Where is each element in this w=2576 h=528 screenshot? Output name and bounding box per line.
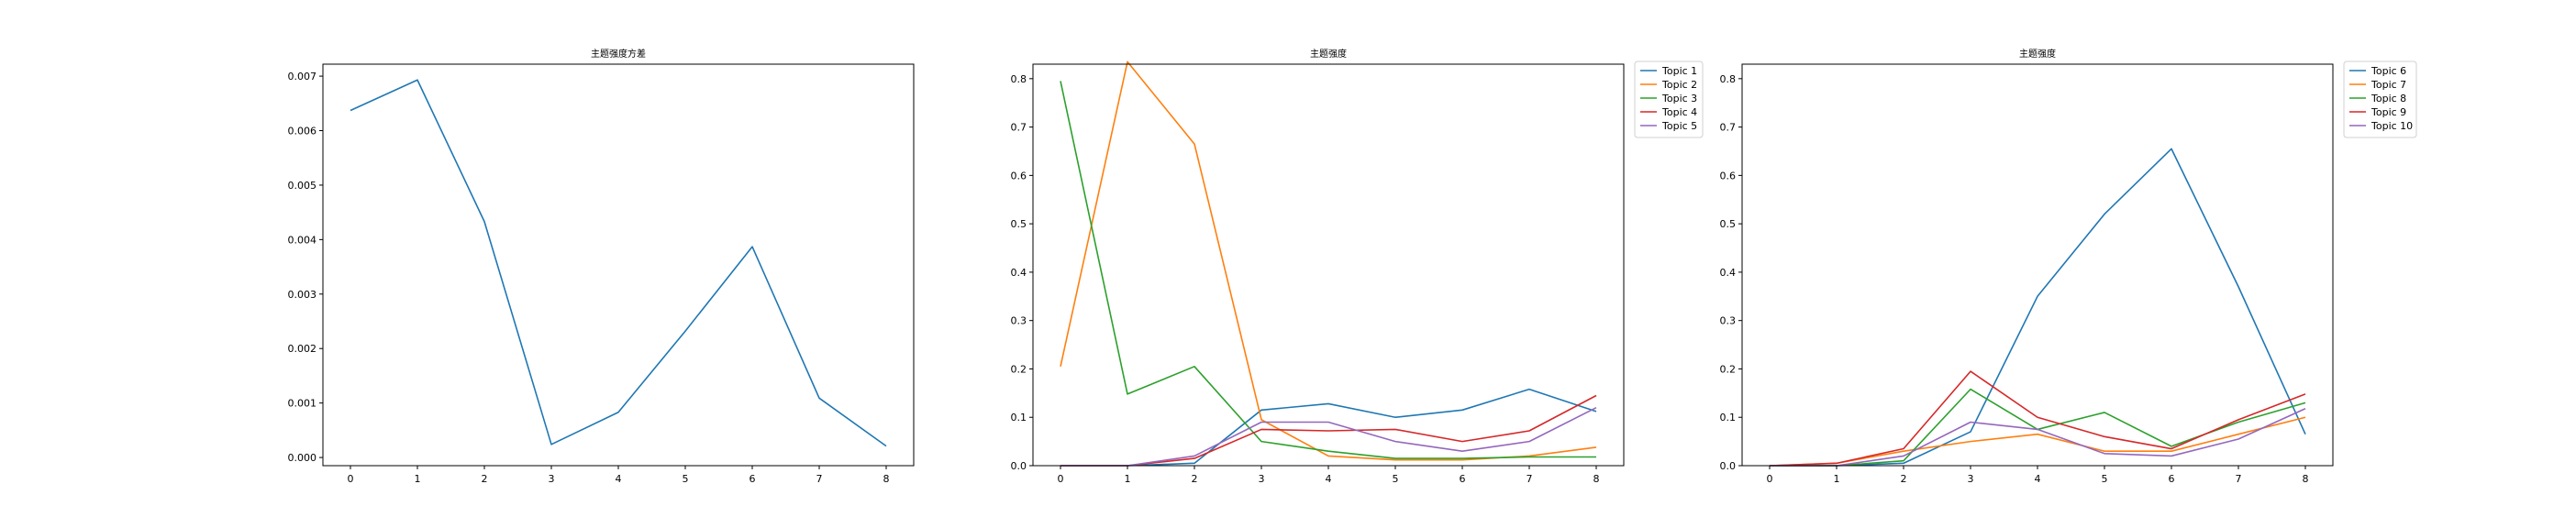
y-tick-label: 0.4 <box>1720 267 1737 279</box>
series-line-4 <box>1060 394 1597 467</box>
legend-label: Topic 6 <box>2371 65 2406 77</box>
legend-label: Topic 10 <box>2371 120 2413 132</box>
chart-title: 主题强度方差 <box>591 48 646 60</box>
x-tick-label: 0 <box>1058 473 1064 485</box>
y-tick-label: 0.1 <box>1011 412 1027 424</box>
y-tick-label: 0.3 <box>1720 315 1737 327</box>
x-tick-label: 0 <box>1767 473 1773 485</box>
y-tick-label: 0.7 <box>1011 122 1027 134</box>
series-line-2 <box>1769 416 2306 467</box>
legend: Topic 1 Topic 2 Topic 3 Topic 4 Topic 5 <box>1634 60 1704 138</box>
legend-label: Topic 1 <box>1661 65 1697 77</box>
series-line-3 <box>1060 81 1596 459</box>
axes-frame <box>1032 63 1625 467</box>
x-tick-label: 5 <box>2102 473 2108 485</box>
y-tick-label: 0.5 <box>1011 218 1027 230</box>
x-tick-label: 6 <box>1460 473 1466 485</box>
chart-title: 主题强度 <box>2019 48 2056 60</box>
y-tick-label: 0.2 <box>1011 363 1027 375</box>
series-line-1 <box>1770 148 2306 467</box>
y-tick-label: 0.1 <box>1720 412 1737 424</box>
y-tick-label: 0.5 <box>1720 218 1737 230</box>
y-tick-label: 0.0 <box>1720 460 1737 472</box>
y-tick-label: 0.000 <box>288 452 317 464</box>
y-tick-label: 0.005 <box>288 180 317 192</box>
x-tick-label: 4 <box>1326 473 1332 485</box>
x-tick-label: 3 <box>1259 473 1265 485</box>
y-tick-label: 0.8 <box>1720 73 1737 85</box>
series-line-2 <box>1060 60 1597 461</box>
x-tick-label: 7 <box>1527 473 1533 485</box>
legend-label: Topic 8 <box>2371 93 2406 104</box>
axes-frame <box>1741 63 2334 467</box>
y-tick-label: 0.6 <box>1011 170 1027 182</box>
chart-title: 主题强度 <box>1310 48 1347 60</box>
legend-box <box>1634 60 1704 138</box>
x-tick-label: 8 <box>2303 473 2309 485</box>
legend-label: Topic 7 <box>2371 79 2406 91</box>
x-tick-label: 6 <box>2169 473 2175 485</box>
x-tick-label: 8 <box>1593 473 1600 485</box>
y-tick-label: 0.2 <box>1720 363 1737 375</box>
x-tick-label: 2 <box>482 473 488 485</box>
series-line-1 <box>350 79 887 447</box>
y-tick-label: 0.003 <box>288 289 317 301</box>
x-tick-label: 4 <box>2035 473 2041 485</box>
x-tick-label: 7 <box>2236 473 2242 485</box>
series-line-5 <box>1770 408 2306 467</box>
chart-3: 主题强度 0 1 2 3 4 5 6 7 8 0.0 0.1 0.2 0.3 0.4 0.5 0.6 0.7 0.8… <box>1720 48 2417 485</box>
x-tick-label: 1 <box>1125 473 1131 485</box>
x-tick-label: 1 <box>415 473 421 485</box>
x-tick-label: 4 <box>616 473 622 485</box>
series-line-5 <box>1060 406 1597 467</box>
series-line-4 <box>1769 370 2306 467</box>
y-tick-label: 0.007 <box>288 71 317 82</box>
x-tick-label: 2 <box>1901 473 1907 485</box>
x-tick-label: 3 <box>549 473 555 485</box>
y-tick-label: 0.001 <box>288 398 317 410</box>
x-tick-label: 2 <box>1192 473 1198 485</box>
x-tick-label: 3 <box>1968 473 1974 485</box>
legend-label: Topic 5 <box>1661 120 1697 132</box>
legend-label: Topic 4 <box>1661 106 1697 118</box>
y-tick-label: 0.004 <box>288 234 317 246</box>
x-tick-label: 0 <box>348 473 354 485</box>
x-tick-label: 6 <box>749 473 756 485</box>
y-tick-label: 0.3 <box>1011 315 1027 327</box>
legend-label: Topic 9 <box>2371 106 2406 118</box>
legend-label: Topic 2 <box>1661 79 1697 91</box>
y-tick-label: 0.4 <box>1011 267 1027 279</box>
x-tick-label: 7 <box>816 473 823 485</box>
y-tick-label: 0.7 <box>1720 122 1737 134</box>
x-tick-label: 8 <box>883 473 890 485</box>
y-tick-label: 0.002 <box>288 343 317 355</box>
axes-frame <box>322 63 915 467</box>
legend: Topic 6 Topic 7 Topic 8 Topic 9 Topic 10 <box>2343 60 2417 138</box>
chart-1: 主题强度方差 0 1 2 3 4 5 6 7 8 0.000 0.001 0.002 0.003 0.004… <box>288 48 915 485</box>
legend-box <box>2343 60 2417 138</box>
y-tick-label: 0.0 <box>1011 460 1027 472</box>
y-tick-label: 0.6 <box>1720 170 1737 182</box>
y-tick-label: 0.8 <box>1011 73 1027 85</box>
x-tick-label: 5 <box>1393 473 1399 485</box>
x-tick-label: 5 <box>683 473 689 485</box>
series-line-3 <box>1770 388 2306 467</box>
x-tick-label: 1 <box>1834 473 1840 485</box>
legend-label: Topic 3 <box>1661 93 1697 104</box>
y-tick-label: 0.006 <box>288 126 317 138</box>
chart-2: 主题强度 0 1 2 3 4 5 6 7 8 0.0 0.1 0.2 0.3 0.4 0.5 0.6 0.7 0.8… <box>1011 48 1704 485</box>
series-line-1 <box>1060 388 1597 467</box>
